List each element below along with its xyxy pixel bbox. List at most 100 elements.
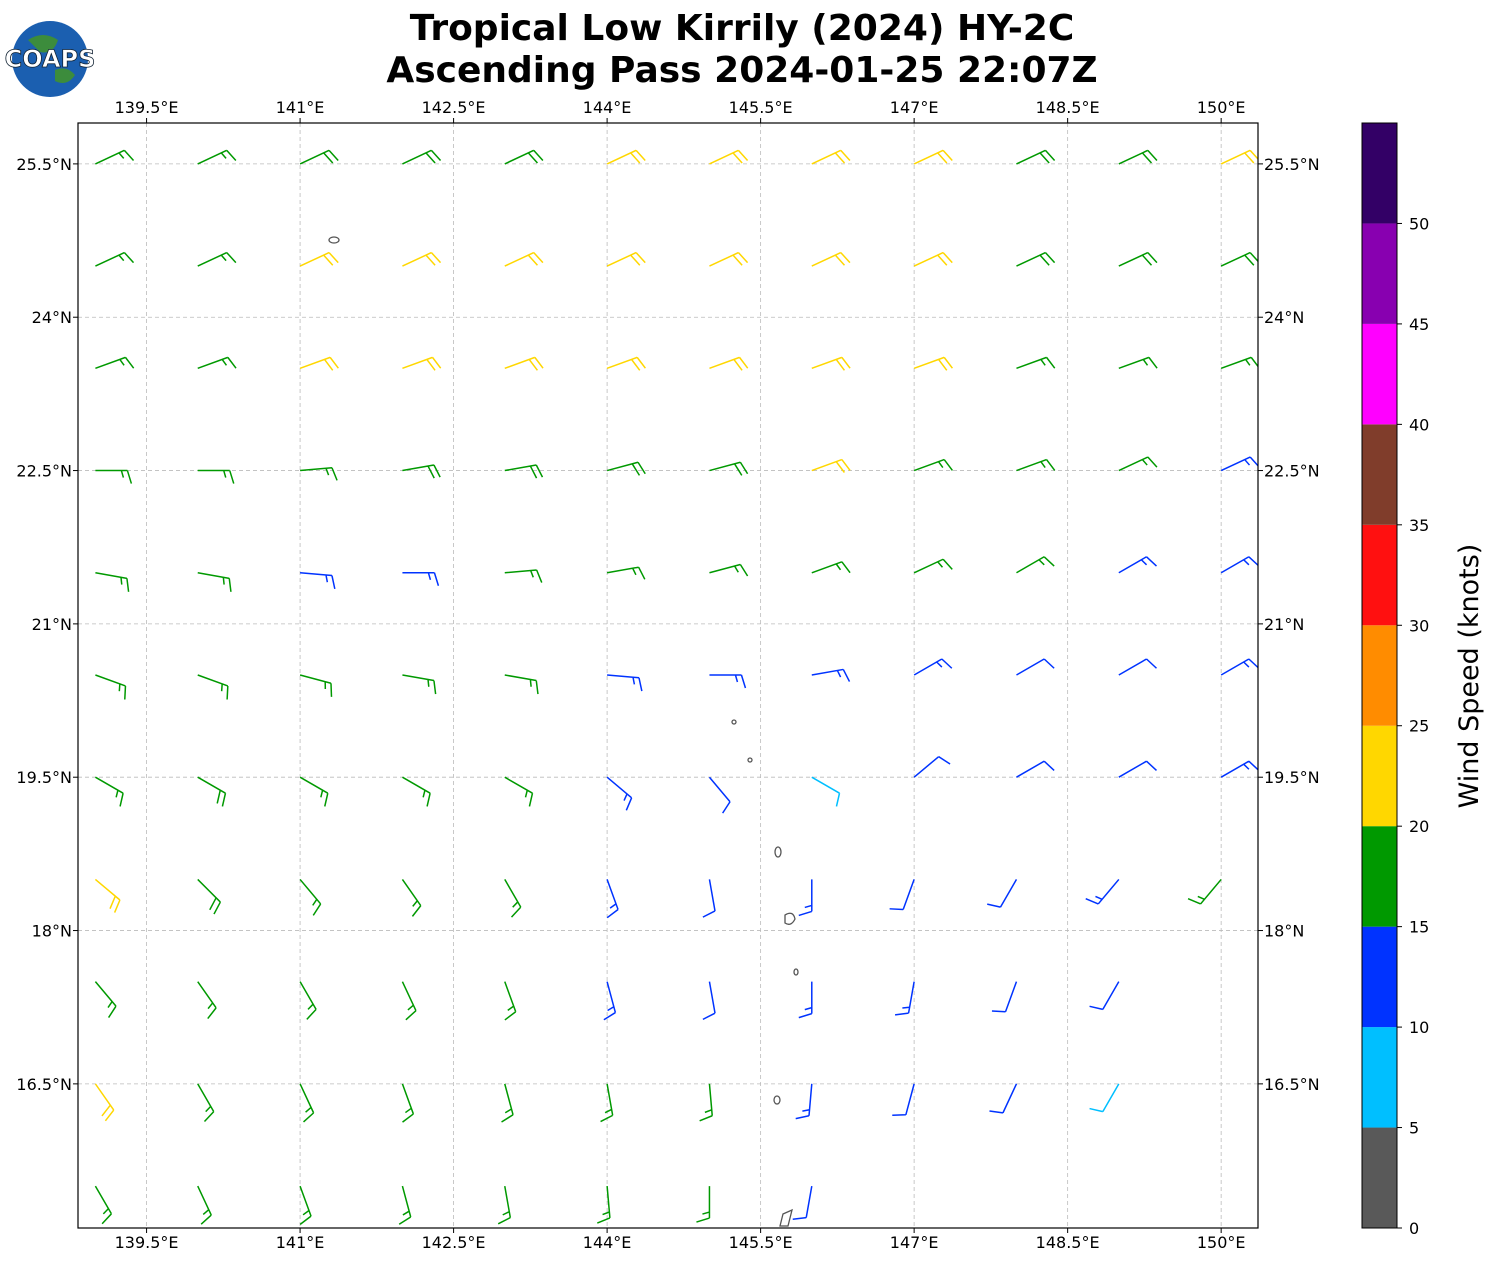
lat-label: 24°N xyxy=(32,308,72,327)
wind-barb xyxy=(1118,251,1158,267)
colorbar-tick-label: 50 xyxy=(1409,214,1429,233)
logo-text: COAPS xyxy=(5,45,96,73)
wind-barb xyxy=(607,674,643,692)
wind-barb xyxy=(913,149,953,165)
wind-barb xyxy=(792,1185,813,1221)
wind-barb xyxy=(401,878,422,917)
wind-barb xyxy=(504,776,534,807)
colorbar-segment xyxy=(1362,524,1397,626)
wind-barb xyxy=(402,464,441,479)
wind-barb xyxy=(402,674,437,695)
wind-barb xyxy=(708,776,731,814)
wind-barb xyxy=(1089,1083,1120,1113)
wind-barb xyxy=(1016,658,1055,676)
wind-barb xyxy=(1118,556,1158,574)
colorbar-segment xyxy=(1362,926,1397,1028)
lon-label: 147°E xyxy=(890,1233,939,1252)
lat-label: 24°N xyxy=(1264,308,1304,327)
wind-barb xyxy=(402,356,442,371)
lon-label: 139.5°E xyxy=(115,1233,179,1252)
wind-barb xyxy=(991,981,1018,1013)
island xyxy=(773,1095,781,1105)
island xyxy=(774,846,782,858)
wind-barb xyxy=(606,149,646,165)
colorbar-tick-label: 15 xyxy=(1409,918,1429,937)
wind-barb xyxy=(913,356,954,371)
wind-barb xyxy=(197,776,227,807)
wind-barb xyxy=(603,981,617,1021)
wind-barb xyxy=(1016,556,1055,574)
wind-barb xyxy=(94,1083,115,1122)
colorbar-segment xyxy=(1362,223,1397,324)
wind-barb xyxy=(197,572,232,592)
wind-barb xyxy=(95,251,135,267)
island xyxy=(328,236,340,244)
wind-barb xyxy=(299,776,329,807)
colorbar-tick-label: 40 xyxy=(1409,415,1429,434)
lon-label: 147°E xyxy=(890,98,939,117)
colorbar-tick-label: 35 xyxy=(1409,516,1429,535)
lat-label: 18°N xyxy=(32,922,72,941)
wind-barb xyxy=(300,572,336,590)
lon-label: 141°E xyxy=(276,98,325,117)
wind-barb xyxy=(798,879,813,917)
wind-barb xyxy=(95,356,135,370)
wind-barb xyxy=(1118,760,1158,778)
title-line: Ascending Pass 2024-01-25 22:07Z xyxy=(386,50,1097,91)
wind-barb xyxy=(504,879,522,918)
lat-label: 19.5°N xyxy=(1264,768,1320,787)
wind-barb xyxy=(94,878,121,913)
wind-barb xyxy=(913,658,953,676)
wind-barb xyxy=(913,558,953,574)
wind-barb xyxy=(1220,760,1258,778)
coastlines xyxy=(328,236,799,1227)
wind-barb xyxy=(1220,556,1258,574)
colorbar-tick-label: 20 xyxy=(1409,817,1429,836)
lon-label: 148.5°E xyxy=(1036,1233,1100,1252)
lon-label: 142.5°E xyxy=(422,1233,486,1252)
colorbar-frame xyxy=(1361,122,1398,1229)
wind-barb xyxy=(709,461,749,476)
wind-barb xyxy=(1220,149,1258,165)
wind-barb xyxy=(702,879,716,918)
wind-barb xyxy=(913,756,951,778)
wind-barb xyxy=(299,674,333,697)
wind-barb xyxy=(811,251,851,267)
wind-barb xyxy=(795,1083,813,1120)
colorbar-segment xyxy=(1362,625,1397,726)
wind-barb xyxy=(709,563,749,577)
wind-barb xyxy=(699,1083,713,1122)
wind-barb xyxy=(1118,658,1158,676)
colorbar-segment xyxy=(1362,424,1397,525)
wind-barb xyxy=(299,356,339,371)
wind-barb xyxy=(197,251,237,267)
lon-label: 150°E xyxy=(1197,98,1246,117)
wind-barb xyxy=(597,1186,611,1224)
lon-label: 150°E xyxy=(1197,1233,1246,1252)
wind-barb xyxy=(402,149,442,165)
wind-barb xyxy=(606,879,619,919)
wind-barb xyxy=(811,356,851,371)
wind-barb xyxy=(1220,356,1258,370)
wind-barb xyxy=(299,1083,315,1123)
logo: COAPS xyxy=(4,21,96,97)
wind-barb xyxy=(1016,356,1056,370)
wind-barb xyxy=(1089,981,1120,1011)
lat-label: 21°N xyxy=(32,615,72,634)
wind-barb xyxy=(889,879,915,911)
wind-barb xyxy=(504,149,544,165)
wind-barb xyxy=(299,981,317,1020)
lat-label: 21°N xyxy=(1264,615,1304,634)
wind-barb xyxy=(299,251,339,267)
wind-barb xyxy=(95,149,135,165)
wind-barb xyxy=(989,1083,1018,1114)
wind-barb xyxy=(702,981,716,1021)
island xyxy=(779,1208,793,1227)
wind-barb xyxy=(1187,878,1222,905)
lon-label: 144°E xyxy=(583,98,632,117)
wind-barb xyxy=(95,572,130,592)
wind-barb xyxy=(197,1185,212,1225)
wind-barb xyxy=(398,1185,412,1225)
colorbar-label: Wind Speed (knots) xyxy=(1454,544,1485,809)
lon-label: 145.5°E xyxy=(729,1233,793,1252)
